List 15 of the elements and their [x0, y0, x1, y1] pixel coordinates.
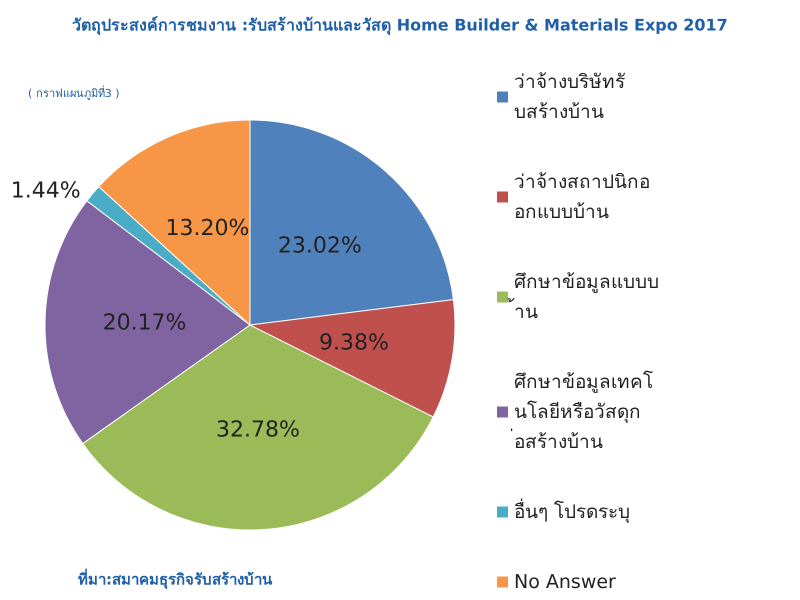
legend-label: ว่าจ้างสถาปนิกออกแบบบ้าน: [514, 171, 650, 223]
text: ที่มา:สมาคมธุรกิจรับสร้างบ้าน: [78, 568, 273, 590]
chart-title: วัตถุประสงค์การชมงาน :รับสร้างบ้านและวัสดุ Home Builder & Materials Expo 2017: [72, 16, 728, 36]
data-label: 9.38%: [319, 330, 389, 356]
data-label: 32.78%: [216, 418, 300, 443]
data-label: 23.02%: [278, 233, 362, 258]
legend-label: ศึกษาข้อมูลเทคโนโลยีหรือวัสดุก่อสร้างบ้าน: [510, 370, 653, 453]
data-label: 13.20%: [166, 216, 250, 241]
text: ( กราฟแผนภูมิที่3 ): [28, 85, 120, 100]
legend-label: ศึกษาข้อมูลแบบบ้าน: [507, 271, 659, 323]
legend-label: อื่นๆ โปรดระบุ: [514, 498, 630, 524]
data-label: 20.17%: [102, 310, 186, 336]
legend-label: ว่าจ้างบริษัทรับสร้างบ้าน: [514, 71, 625, 123]
legend-label: No Answer: [514, 571, 616, 593]
data-label: 1.44%: [10, 178, 81, 204]
